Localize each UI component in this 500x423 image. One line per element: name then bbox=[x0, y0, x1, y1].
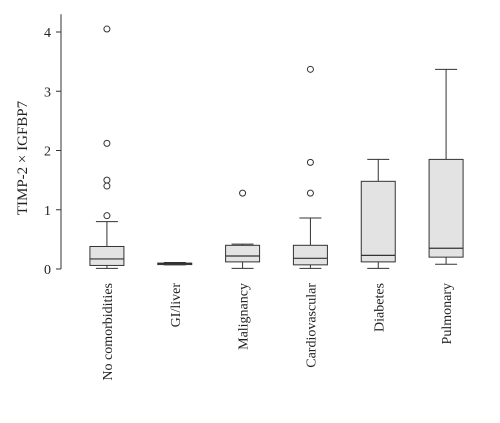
boxes bbox=[89, 25, 464, 269]
box-iqr bbox=[428, 158, 464, 258]
y-axis: 0 1 2 3 4 bbox=[44, 14, 62, 278]
outlier-point bbox=[239, 189, 247, 197]
y-tick-label: 1 bbox=[44, 204, 51, 219]
outlier-point bbox=[103, 182, 111, 190]
box-gi-liver bbox=[157, 261, 193, 266]
outlier-point bbox=[306, 189, 314, 197]
box-iqr bbox=[225, 244, 261, 263]
x-tick-label: Diabetes bbox=[372, 283, 387, 332]
box-iqr bbox=[360, 180, 396, 263]
outlier-point bbox=[103, 212, 111, 220]
box-iqr bbox=[89, 245, 125, 266]
x-tick-label: Cardiovascular bbox=[304, 283, 319, 368]
box-iqr bbox=[292, 244, 328, 266]
outlier-point bbox=[103, 176, 111, 184]
outlier-point bbox=[103, 139, 111, 147]
box-cardiovascular bbox=[292, 65, 328, 269]
box-diabetes bbox=[360, 158, 396, 269]
y-tick-label: 0 bbox=[44, 263, 51, 278]
x-tick-label: No comorbidities bbox=[101, 283, 116, 381]
outlier-point bbox=[103, 25, 111, 33]
x-axis: No comorbidities GI/liver Malignancy Cardio… bbox=[101, 283, 455, 381]
y-tick-label: 3 bbox=[44, 85, 51, 100]
x-tick-label: Malignancy bbox=[237, 283, 252, 350]
box-malignancy bbox=[225, 189, 261, 269]
x-tick-label: Pulmonary bbox=[440, 283, 455, 344]
x-tick-label: GI/liver bbox=[169, 283, 184, 328]
box-no-comorbidities bbox=[89, 25, 125, 269]
y-tick-label: 2 bbox=[44, 145, 51, 160]
y-tick-label: 4 bbox=[44, 26, 51, 41]
y-axis-label: TIMP-2 × IGFBP7 bbox=[15, 100, 31, 215]
outlier-point bbox=[306, 158, 314, 166]
outlier-point bbox=[306, 65, 314, 73]
box-pulmonary bbox=[428, 68, 464, 265]
